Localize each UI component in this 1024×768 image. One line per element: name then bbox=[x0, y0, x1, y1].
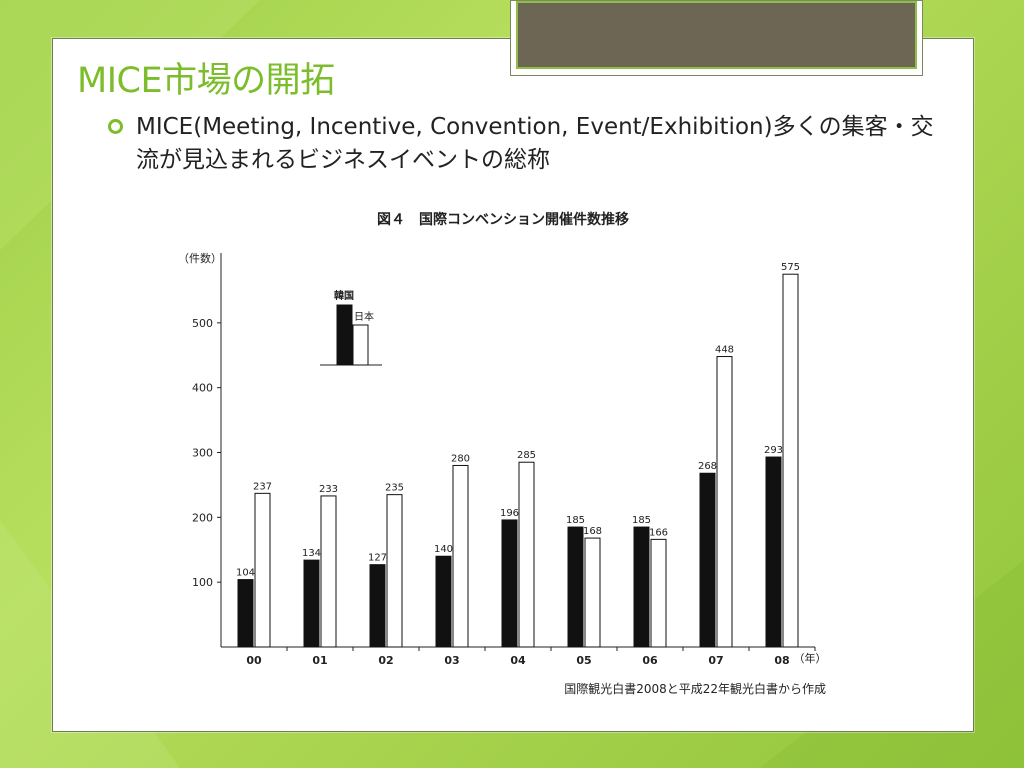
chart-source-note: 国際観光白書2008と平成22年観光白書から作成 bbox=[564, 681, 826, 696]
bar-japan bbox=[650, 538, 667, 648]
data-label-japan: 285 bbox=[517, 450, 536, 461]
x-tick-label: 06 bbox=[642, 654, 658, 667]
bar-japan bbox=[518, 461, 535, 648]
bar-korea bbox=[435, 555, 452, 648]
data-label-korea: 185 bbox=[566, 515, 585, 526]
x-tick-label: 04 bbox=[510, 654, 526, 667]
header-photo bbox=[516, 1, 917, 69]
bar-japan bbox=[584, 537, 601, 648]
data-label-japan: 168 bbox=[583, 526, 602, 537]
bar-korea bbox=[633, 526, 650, 648]
data-label-korea: 268 bbox=[698, 461, 717, 472]
bar-japan bbox=[254, 492, 271, 648]
y-tick-label: 100 bbox=[192, 576, 213, 589]
y-tick-label: 300 bbox=[192, 447, 213, 460]
data-label-korea: 196 bbox=[500, 508, 519, 519]
y-tick-label: 400 bbox=[192, 382, 213, 395]
header-photo-frame bbox=[510, 0, 923, 76]
legend-swatch-japan bbox=[352, 324, 369, 366]
y-tick-label: 200 bbox=[192, 511, 213, 524]
chart-axes: 100 200 300 400 500 00 01 02 03 04 05 06 07 08 bbox=[192, 253, 816, 667]
bar-korea bbox=[303, 559, 320, 648]
data-label-japan: 448 bbox=[715, 345, 734, 356]
data-label-japan: 280 bbox=[451, 453, 470, 464]
y-axis-label: （件数） bbox=[178, 252, 222, 265]
x-tick-label: 08 bbox=[774, 654, 789, 667]
slide-title: MICE市場の開拓 bbox=[77, 61, 335, 101]
legend-swatch-korea bbox=[336, 304, 353, 366]
data-label-japan: 166 bbox=[649, 527, 668, 538]
x-tick-label: 05 bbox=[576, 654, 591, 667]
bar-japan bbox=[782, 273, 799, 648]
bar-japan bbox=[320, 495, 337, 648]
x-tick-label: 00 bbox=[246, 654, 262, 667]
bar-korea bbox=[567, 526, 584, 648]
data-label-korea: 134 bbox=[302, 548, 321, 559]
data-label-japan: 233 bbox=[319, 484, 338, 495]
x-tick-label: 01 bbox=[312, 654, 327, 667]
bar-korea bbox=[369, 564, 386, 648]
y-tick-label: 500 bbox=[192, 317, 213, 330]
bullet-ring-icon bbox=[108, 119, 123, 134]
convention-bar-chart: 図４ 国際コンベンション開催件数推移 （件数） （年） 国際観光白書2008と平… bbox=[178, 211, 827, 696]
bar-japan bbox=[716, 356, 733, 648]
legend-label-japan: 日本 bbox=[354, 310, 374, 323]
bar-korea bbox=[237, 579, 254, 648]
bar-korea bbox=[699, 472, 716, 648]
data-label-korea: 140 bbox=[434, 544, 453, 555]
bar-korea bbox=[765, 456, 782, 648]
data-label-japan: 575 bbox=[781, 262, 800, 273]
x-tick-label: 03 bbox=[444, 654, 459, 667]
bullet-text: MICE(Meeting, Incentive, Convention, Eve… bbox=[136, 114, 934, 173]
chart-container: 図４ 国際コンベンション開催件数推移 （件数） （年） 国際観光白書2008と平… bbox=[170, 200, 850, 710]
x-axis-label: （年） bbox=[794, 651, 827, 665]
data-label-korea: 293 bbox=[764, 445, 783, 456]
bar-korea bbox=[501, 519, 518, 648]
chart-bars: 1042371342331272351402801962851851681851… bbox=[236, 262, 800, 648]
bar-japan bbox=[452, 464, 469, 648]
data-label-japan: 237 bbox=[253, 481, 272, 492]
x-tick-label: 07 bbox=[708, 654, 723, 667]
data-label-korea: 127 bbox=[368, 553, 387, 564]
bar-japan bbox=[386, 494, 403, 648]
legend-label-korea: 韓国 bbox=[334, 289, 354, 302]
data-label-japan: 235 bbox=[385, 483, 404, 494]
data-label-korea: 185 bbox=[632, 515, 651, 526]
data-label-korea: 104 bbox=[236, 568, 255, 579]
chart-title: 図４ 国際コンベンション開催件数推移 bbox=[377, 211, 629, 228]
x-tick-label: 02 bbox=[378, 654, 393, 667]
